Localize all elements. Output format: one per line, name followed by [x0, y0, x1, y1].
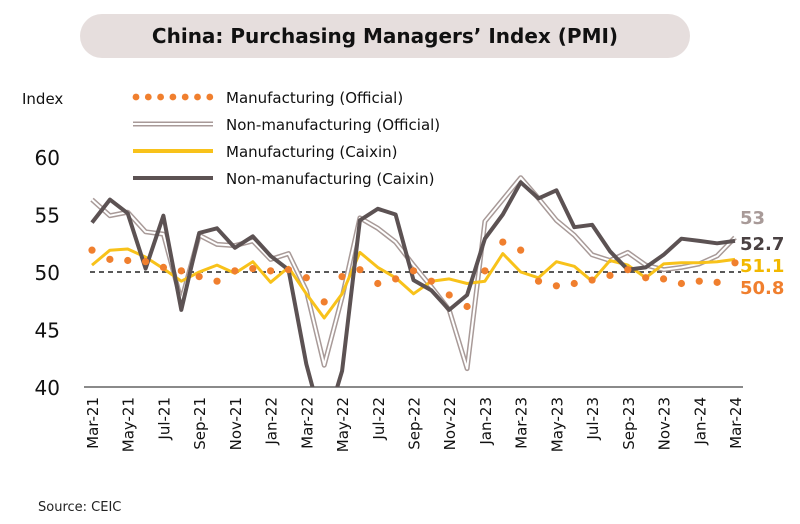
- end-value-label: 50.8: [740, 278, 784, 299]
- x-tick-label: Sep-23: [620, 397, 638, 450]
- series-point-mfg-official: [731, 259, 739, 267]
- series-point-mfg-official: [141, 258, 150, 266]
- series-point-mfg-official: [177, 267, 185, 275]
- x-tick-label: Jul-23: [584, 397, 602, 441]
- y-tick-label: 60: [35, 146, 60, 170]
- series-point-mfg-official: [445, 291, 453, 299]
- y-tick-label: 55: [35, 204, 60, 228]
- series-point-mfg-official: [463, 302, 471, 311]
- chart-title-pill: China: Purchasing Managers’ Index (PMI): [80, 14, 690, 58]
- series-point-mfg-official: [231, 267, 239, 275]
- series-point-mfg-official: [106, 255, 114, 263]
- y-tick-label: 45: [35, 319, 60, 343]
- legend-swatch-mfg-official: [181, 93, 189, 101]
- series-point-mfg-official: [677, 279, 686, 288]
- x-tick-label: Nov-23: [656, 397, 674, 450]
- series-point-mfg-official: [606, 271, 614, 280]
- series-point-mfg-official: [249, 264, 257, 273]
- legend-swatch-mfg-official: [169, 93, 177, 101]
- x-tick-label: Sep-21: [191, 397, 209, 450]
- source-note: Source: CEIC: [38, 500, 122, 515]
- x-tick-label: Jan-24: [691, 397, 709, 446]
- y-tick-label: 40: [35, 376, 60, 400]
- x-tick-label: Mar-22: [298, 397, 316, 449]
- series-point-mfg-official: [338, 273, 346, 281]
- end-value-label: 52.7: [740, 234, 784, 255]
- end-value-label: 51.1: [740, 256, 784, 277]
- x-tick-label: Nov-21: [227, 397, 245, 450]
- series-point-mfg-official: [374, 279, 382, 288]
- plot-area: [88, 175, 739, 387]
- x-tick-label: Mar-23: [513, 397, 531, 449]
- series-point-mfg-official: [695, 277, 703, 285]
- legend-label: Non-manufacturing (Caixin): [226, 170, 434, 188]
- legend-swatch-mfg-official: [144, 93, 152, 101]
- x-tick-label: Mar-24: [727, 397, 745, 449]
- y-axis-label: Index: [22, 90, 63, 108]
- series-point-mfg-official: [320, 298, 328, 306]
- legend-swatch-mfg-official: [157, 93, 165, 101]
- series-point-mfg-official: [570, 279, 578, 288]
- series-point-mfg-official: [642, 274, 650, 282]
- series-point-mfg-official: [392, 275, 400, 283]
- x-tick-label: Sep-22: [406, 397, 424, 450]
- end-value-label: 53: [740, 208, 765, 229]
- legend-swatch-mfg-official: [194, 93, 201, 101]
- legend-swatch-mfg-official: [132, 93, 140, 101]
- series-point-mfg-official: [302, 274, 310, 282]
- series-point-mfg-official: [284, 266, 293, 274]
- x-tick-label: Jan-23: [477, 397, 495, 446]
- series-point-mfg-official: [534, 277, 543, 285]
- legend-swatch-mfg-official: [206, 93, 214, 101]
- series-line-mfg-caixin: [91, 247, 736, 320]
- x-tick-label: May-21: [120, 397, 138, 452]
- series-point-mfg-official: [409, 267, 418, 275]
- series-point-mfg-official: [124, 256, 132, 265]
- series-point-mfg-official: [659, 275, 668, 283]
- x-tick-label: Jul-22: [370, 397, 388, 441]
- chart-title: China: Purchasing Managers’ Index (PMI): [151, 24, 619, 48]
- series-point-mfg-official: [713, 278, 721, 286]
- series-point-mfg-official: [517, 246, 525, 254]
- series-point-mfg-official: [195, 273, 203, 281]
- series-line-nonmfg-caixin: [90, 180, 736, 387]
- pmi-line-chart: Index 40 45 50 55 60 Mar-21 May-21 Jul-21 Sep-21 N…: [22, 89, 784, 452]
- series-point-mfg-official: [213, 277, 221, 285]
- series-point-mfg-official: [624, 266, 632, 274]
- series-point-mfg-official: [267, 267, 275, 275]
- series-point-mfg-official: [499, 238, 507, 246]
- x-tick-label: Jul-21: [155, 397, 173, 441]
- y-tick-label: 50: [35, 261, 60, 285]
- series-point-mfg-official: [481, 267, 489, 275]
- series-point-mfg-official: [159, 263, 168, 271]
- legend-label: Manufacturing (Caixin): [226, 143, 397, 161]
- series-point-mfg-official: [88, 246, 96, 254]
- x-tick-label: May-23: [548, 397, 566, 452]
- x-tick-label: Nov-22: [441, 397, 459, 450]
- x-tick-label: Jan-22: [263, 397, 281, 446]
- legend-label: Manufacturing (Official): [226, 89, 403, 107]
- legend-label: Non-manufacturing (Official): [226, 116, 440, 134]
- series-point-mfg-official: [427, 277, 435, 285]
- series-point-mfg-official: [552, 282, 560, 290]
- series-point-mfg-official: [588, 276, 596, 284]
- x-tick-label: Mar-21: [84, 397, 102, 449]
- x-tick-label: May-22: [334, 397, 352, 452]
- series-point-mfg-official: [356, 266, 364, 274]
